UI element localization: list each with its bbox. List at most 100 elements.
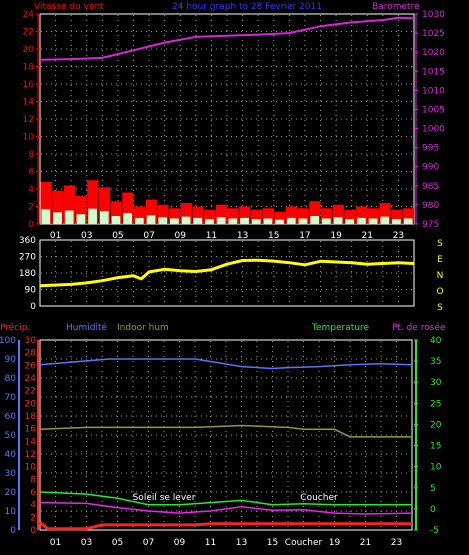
wind-baro-series — [39, 16, 415, 224]
wind-speed-tick: 0 — [28, 220, 34, 230]
precip-tick: 28 — [25, 349, 37, 359]
precip-tick: 24 — [25, 374, 37, 384]
barometer-line — [39, 16, 415, 61]
barometer-tick: 1030 — [422, 10, 445, 20]
wind-speed-bar — [75, 196, 87, 224]
wind-speed-tick: 2 — [28, 203, 34, 213]
compass-letter: O — [436, 287, 443, 297]
series-line — [39, 501, 413, 515]
precip-tick: 14 — [25, 437, 37, 447]
humidity-tick: 90 — [5, 355, 17, 365]
wind-gust-bar — [380, 216, 390, 224]
hour-tick: 05 — [112, 538, 123, 548]
wind-speed-tick: 6 — [28, 168, 34, 178]
wind-direction-tick: 270 — [19, 253, 36, 263]
wind-gust-bar — [298, 218, 308, 224]
hour-tick: 19 — [330, 231, 342, 241]
wind-gust-bar — [251, 219, 261, 224]
temperature-axis: 40 35 30 25 20 15 10 5 0 -5 — [414, 336, 442, 536]
wind-speed-tick: 18 — [23, 63, 35, 73]
wind-gust-bar — [310, 216, 319, 224]
humidity-label: Humidité — [66, 322, 107, 333]
temperature-tick: -5 — [430, 526, 439, 536]
barometer-axis: 1030 1025 1020 1015 1010 1005 1000 995 990 985 980… — [414, 10, 445, 230]
wind-baro-x-axis: 01 03 05 07 09 11 13 15 17 19 21 23 — [50, 231, 404, 241]
wind-speed-tick: 14 — [23, 98, 35, 108]
wind-speed-bar — [145, 199, 157, 224]
hour-tick: 15 — [267, 538, 278, 548]
temperature-tick: 20 — [430, 420, 442, 430]
wind-gust-bar — [240, 217, 249, 224]
sun-annotation: Soleil se lever — [133, 493, 196, 503]
hour-tick: 03 — [81, 538, 92, 548]
hour-tick: 11 — [206, 231, 217, 241]
wind-speed-bar — [215, 204, 227, 224]
wind-speed-bar — [367, 208, 379, 224]
humidity-temp-grid — [41, 341, 411, 529]
wind-speed-bar — [250, 210, 263, 224]
wind-speed-bar — [87, 180, 99, 224]
precip-tick: 6 — [30, 488, 36, 498]
temperature-tick: 25 — [430, 399, 441, 409]
compass-letter: S — [437, 239, 443, 249]
wind-speed-tick: 12 — [23, 115, 34, 125]
wind-speed-bar — [274, 211, 286, 224]
temperature-tick: 10 — [430, 463, 442, 473]
humidity-temp-panel: Précip. Humidité Indoor hum Temperature … — [0, 322, 446, 548]
hour-tick: 19 — [329, 538, 341, 548]
wind-speed-bar — [344, 210, 356, 224]
temperature-tick: 0 — [430, 505, 436, 515]
compass-letter: E — [437, 255, 443, 265]
humidity-tick: 20 — [5, 488, 17, 498]
wind-direction-tick: 0 — [30, 302, 36, 312]
barometer-tick: 1005 — [422, 105, 445, 115]
wind-gust-bar — [275, 219, 284, 224]
hour-tick: 23 — [391, 538, 402, 548]
hour-tick: 21 — [360, 538, 371, 548]
precip-tick: 30 — [25, 336, 37, 346]
precip-tick: 10 — [25, 463, 37, 473]
hour-tick: Coucher — [285, 538, 323, 548]
hour-tick: 03 — [81, 231, 92, 241]
sun-annotation: Coucher — [300, 493, 338, 503]
dewpoint-label: Pt. de rosée — [392, 322, 446, 333]
precip-tick: 2 — [30, 513, 36, 523]
wind-direction-line — [39, 258, 415, 288]
humidity-tick: 60 — [5, 412, 17, 422]
compass-letter: S — [437, 303, 443, 313]
wind-speed-bar — [402, 208, 414, 224]
hour-tick: 07 — [143, 231, 154, 241]
wind-speed-bar — [110, 201, 122, 224]
barometer-tick: 985 — [422, 182, 439, 192]
wind-gust-bar — [228, 218, 238, 224]
hour-tick: 01 — [50, 538, 61, 548]
barometer-tick: 1000 — [422, 125, 445, 135]
wind-direction-tick: 90 — [25, 286, 37, 296]
wind-gust-bar — [111, 216, 121, 224]
wind-speed-bar — [321, 208, 333, 224]
wind-baro-panel: Vitesse du vent 24 hour graph to 28 Fevr… — [23, 2, 446, 241]
wind-speed-bar — [239, 206, 251, 224]
wind-speed-bar — [309, 201, 321, 224]
temperature-tick: 15 — [430, 442, 441, 452]
precip-tick: 4 — [30, 501, 36, 511]
hour-tick: 11 — [205, 538, 216, 548]
sun-annotations: Soleil se lever Coucher — [133, 493, 338, 503]
precip-tick: 26 — [25, 361, 37, 371]
wind-gust-bar — [158, 217, 168, 224]
series-line — [39, 424, 412, 438]
wind-speed-tick: 22 — [23, 28, 34, 38]
wind-speed-bar — [192, 206, 204, 224]
wind-gust-bar — [357, 217, 366, 224]
temperature-tick: 5 — [430, 484, 436, 494]
humidity-tick: 80 — [5, 374, 17, 384]
temperature-tick: 35 — [430, 357, 441, 367]
humidity-tick: 0 — [10, 526, 16, 536]
wind-gust-bar — [403, 218, 413, 224]
humidity-tick: 50 — [5, 431, 17, 441]
precip-tick: 18 — [25, 412, 37, 422]
wind-gust-bar — [368, 218, 378, 224]
graph-title: 24 hour graph to 28 Fevrier 2011 — [172, 2, 322, 12]
